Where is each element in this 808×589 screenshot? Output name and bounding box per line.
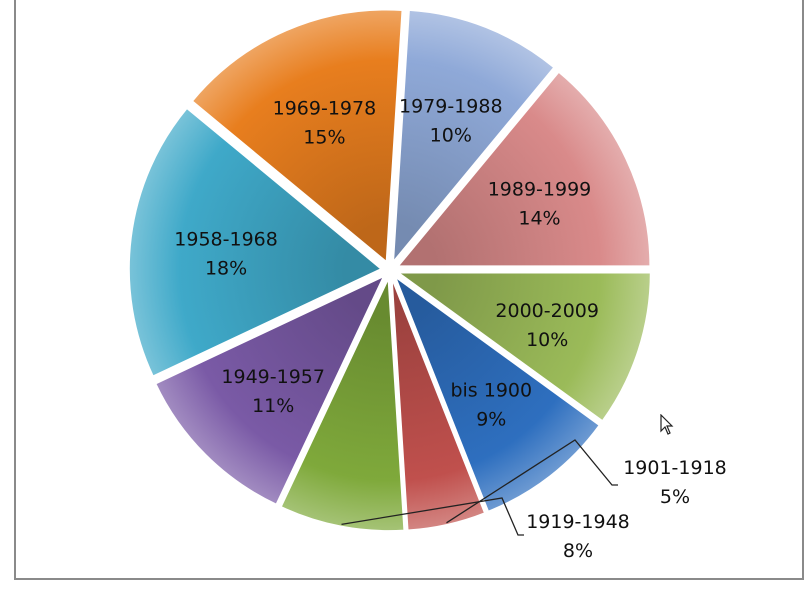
slice-category-label: 1949-1957: [221, 366, 325, 388]
pie-slice-1958-1968: [128, 107, 383, 378]
slice-percent-label: 15%: [303, 126, 345, 148]
slice-category-label: bis 1900: [450, 380, 532, 402]
slice-percent-label: 11%: [252, 395, 294, 417]
slice-category-label: 1958-1968: [174, 228, 278, 250]
pie-slice-1979-1988: [392, 9, 555, 264]
slice-percent-label: 9%: [476, 409, 506, 431]
pie-slice-bis-1900: [393, 274, 601, 513]
slice-category-label: 2000-2009: [495, 300, 599, 322]
slice-category-label: 1989-1999: [488, 179, 592, 201]
pie-slice-1949-1957: [154, 274, 386, 506]
slice-category-label: 1969-1978: [273, 97, 377, 119]
pie-slice-1919-1948: [280, 278, 405, 532]
pie-slice-1901-1918: [391, 278, 486, 532]
labels-layer: 2000-2009 10% bis 1900 9% 1901-1918 5% 1919-19…: [174, 95, 726, 562]
leader-line-1919-1948: [341, 497, 524, 536]
slices-layer: [128, 9, 652, 532]
slice-category-label: 1979-1988: [399, 95, 503, 117]
slice-percent-label: 18%: [205, 257, 247, 279]
slice-percent-label: 10%: [526, 329, 568, 351]
leader-line-1901-1918: [446, 439, 618, 524]
slice-percent-label: 5%: [660, 486, 690, 508]
pie-slice-1969-1978: [191, 9, 404, 264]
slice-category-label: 1919-1948: [526, 511, 630, 533]
pie-slice-1989-1999: [396, 70, 651, 267]
slice-percent-label: 8%: [563, 540, 593, 562]
slice-percent-label: 10%: [430, 124, 472, 146]
pie-slice-2000-2009: [396, 272, 652, 422]
leader-lines: [341, 439, 618, 536]
mouse-cursor-icon: [660, 414, 674, 435]
slice-percent-label: 14%: [518, 208, 560, 230]
slice-category-label: 1901-1918: [623, 457, 727, 479]
